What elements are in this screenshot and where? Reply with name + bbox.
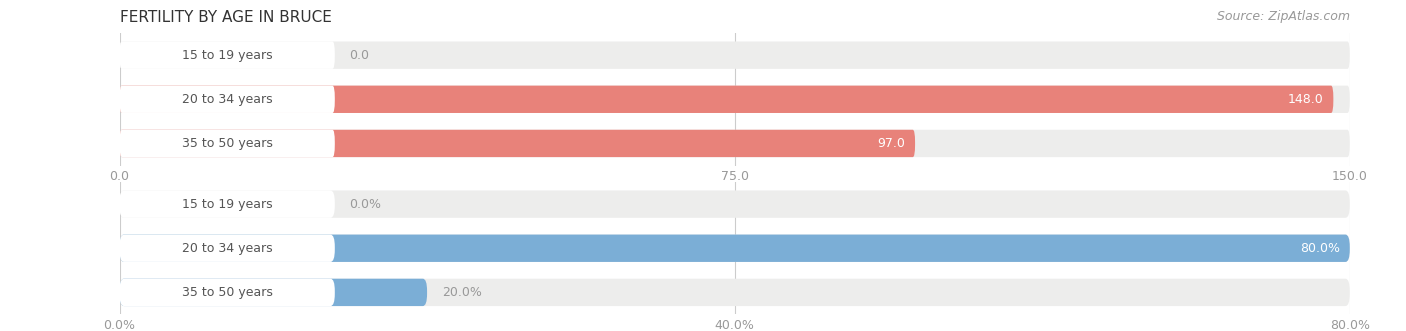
Text: 35 to 50 years: 35 to 50 years	[181, 286, 273, 299]
FancyBboxPatch shape	[120, 235, 1350, 262]
Text: 35 to 50 years: 35 to 50 years	[181, 137, 273, 150]
Text: 20.0%: 20.0%	[441, 286, 482, 299]
Text: 15 to 19 years: 15 to 19 years	[181, 198, 273, 211]
FancyBboxPatch shape	[120, 130, 915, 157]
Text: 80.0%: 80.0%	[1301, 242, 1340, 255]
FancyBboxPatch shape	[120, 86, 335, 113]
FancyBboxPatch shape	[120, 41, 335, 69]
Text: 0.0: 0.0	[350, 49, 370, 62]
FancyBboxPatch shape	[120, 86, 1333, 113]
FancyBboxPatch shape	[120, 279, 1350, 306]
FancyBboxPatch shape	[120, 41, 1350, 69]
Text: 20 to 34 years: 20 to 34 years	[181, 242, 273, 255]
Text: 148.0: 148.0	[1288, 93, 1323, 106]
FancyBboxPatch shape	[120, 279, 335, 306]
FancyBboxPatch shape	[120, 235, 335, 262]
Text: FERTILITY BY AGE IN BRUCE: FERTILITY BY AGE IN BRUCE	[120, 10, 332, 25]
FancyBboxPatch shape	[120, 190, 1350, 218]
Text: 20 to 34 years: 20 to 34 years	[181, 93, 273, 106]
FancyBboxPatch shape	[120, 279, 427, 306]
Text: 15 to 19 years: 15 to 19 years	[181, 49, 273, 62]
Text: 0.0%: 0.0%	[350, 198, 381, 211]
FancyBboxPatch shape	[120, 86, 1350, 113]
FancyBboxPatch shape	[120, 190, 335, 218]
Text: 97.0: 97.0	[877, 137, 905, 150]
Text: Source: ZipAtlas.com: Source: ZipAtlas.com	[1216, 10, 1350, 23]
FancyBboxPatch shape	[120, 130, 1350, 157]
FancyBboxPatch shape	[120, 235, 1350, 262]
FancyBboxPatch shape	[120, 130, 335, 157]
